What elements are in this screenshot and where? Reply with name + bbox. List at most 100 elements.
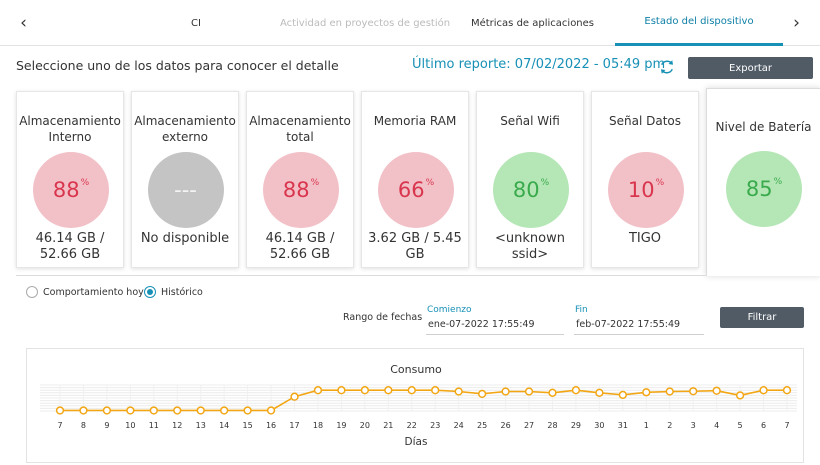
x-axis-label: Días [405, 436, 428, 448]
percent-circle: 88% [33, 152, 109, 228]
data-point [571, 386, 581, 395]
data-point [313, 386, 323, 395]
card-almacenamiento-interno[interactable]: Almacenamiento Interno 88% 46.14 GB / 52… [16, 91, 124, 268]
card-title: Nivel de Batería [715, 120, 812, 134]
end-date-input[interactable] [574, 315, 704, 335]
data-point [477, 389, 487, 398]
x-tick-label: 24 [454, 421, 464, 430]
filter-button[interactable]: Filtrar [720, 307, 804, 328]
percent-circle: 10% [608, 152, 684, 228]
tab-metricas-aplicaciones[interactable]: Métricas de aplicaciones [470, 17, 595, 29]
card-almacenamiento-total[interactable]: Almacenamiento total 88% 46.14 GB / 52.6… [246, 91, 354, 268]
data-point [431, 386, 440, 395]
data-point [712, 386, 721, 395]
percent-value: 80 [512, 178, 540, 202]
data-point [290, 392, 299, 401]
card-detail: TIGO [628, 231, 662, 246]
card-detail: No disponible [140, 231, 230, 246]
chevron-left-icon[interactable]: ‹ [20, 13, 27, 33]
data-point [548, 388, 557, 397]
x-tick-label: 13 [196, 421, 206, 430]
x-tick-label: 30 [594, 421, 604, 430]
data-point [55, 406, 65, 415]
x-tick-label: 21 [383, 421, 393, 430]
data-point [360, 386, 370, 395]
tab-partial[interactable] [47, 0, 55, 46]
card-senal-wifi[interactable]: Señal Wifi 80% <unknown ssid> [476, 91, 584, 268]
data-point [782, 386, 792, 395]
x-tick-label: 7 [57, 421, 62, 430]
x-tick-label: 17 [289, 421, 299, 430]
data-point [173, 406, 182, 415]
card-detail: 46.14 GB / 52.66 GB [265, 231, 335, 262]
x-tick-label: 5 [738, 421, 743, 430]
data-point [149, 406, 158, 415]
card-memoria-ram[interactable]: Memoria RAM 66% 3.62 GB / 5.45 GB [361, 91, 469, 268]
x-tick-label: 26 [500, 421, 510, 430]
percent-circle: --- [148, 152, 224, 228]
data-point [735, 391, 745, 400]
x-tick-label: 14 [219, 421, 229, 430]
export-button[interactable]: Exportar [688, 57, 813, 79]
percent-unit: % [425, 178, 435, 188]
percent-value: 10 [627, 178, 655, 202]
tab-actividad-proyectos[interactable]: Actividad en proyectos de gestión [280, 17, 450, 29]
x-tick-label: 1 [644, 421, 649, 430]
start-date-label: Comienzo [427, 305, 472, 315]
x-tick-label: 7 [784, 421, 789, 430]
card-title: Almacenamiento externo [134, 114, 236, 144]
data-point [266, 406, 276, 415]
percent-unit: % [773, 177, 783, 187]
x-tick-label: 29 [571, 421, 581, 430]
data-point [759, 386, 768, 395]
x-tick-label: 27 [524, 421, 534, 430]
data-point [196, 406, 205, 415]
percent-value: 85 [745, 177, 773, 201]
data-point [126, 406, 135, 415]
percent-unit: % [310, 178, 320, 188]
consumption-chart: Consumo 7 8 9 10 11 12 13 14 15 16 17 18 19 20 21 22 23 24… [26, 348, 804, 463]
date-range-label: Rango de fechas [343, 312, 423, 323]
x-tick-label: 22 [407, 421, 417, 430]
start-date-input[interactable] [426, 315, 564, 335]
card-almacenamiento-externo[interactable]: Almacenamiento externo --- No disponible [131, 91, 239, 268]
radio-historico[interactable]: Histórico [144, 286, 203, 298]
radio-button[interactable] [144, 286, 156, 298]
x-tick-label: 4 [714, 421, 719, 430]
percent-circle: 88% [263, 152, 339, 228]
data-point [220, 406, 229, 415]
data-point [595, 388, 604, 397]
data-point [337, 386, 346, 395]
percent-value: 88 [52, 178, 80, 202]
card-senal-datos[interactable]: Señal Datos 10% TIGO [591, 91, 699, 268]
radio-button[interactable] [26, 286, 38, 298]
percent-circle: 85% [726, 151, 802, 227]
chevron-right-icon[interactable]: › [793, 13, 800, 33]
x-tick-label: 11 [149, 421, 159, 430]
data-point [454, 387, 463, 396]
chart-title: Consumo [390, 363, 442, 376]
tab-estado-dispositivo[interactable]: Estado del dispositivo [615, 0, 783, 46]
x-tick-label: 10 [125, 421, 135, 430]
x-tick-label: 2 [667, 421, 672, 430]
tab-bar: ‹ CI Actividad en proyectos de gestión M… [0, 0, 820, 46]
tab-ci[interactable]: CI [191, 17, 201, 29]
card-nivel-bateria[interactable]: Nivel de Batería 85% [706, 88, 820, 276]
data-point [642, 388, 651, 397]
card-title: Señal Datos [609, 114, 681, 128]
radio-comportamiento-hoy[interactable]: Comportamiento hoy [26, 286, 144, 298]
x-tick-label: 23 [430, 421, 440, 430]
x-tick-label: 16 [266, 421, 276, 430]
card-title: Almacenamiento total [249, 114, 351, 144]
x-tick-label: 9 [104, 421, 109, 430]
refresh-icon[interactable] [658, 58, 676, 76]
x-tick-label: 28 [547, 421, 557, 430]
x-tick-label: 15 [243, 421, 253, 430]
percent-unit: % [540, 178, 550, 188]
end-date-label: Fin [575, 305, 588, 315]
x-tick-label: 25 [477, 421, 487, 430]
x-tick-label: 12 [172, 421, 182, 430]
data-point [501, 387, 510, 396]
x-tick-label: 3 [691, 421, 696, 430]
